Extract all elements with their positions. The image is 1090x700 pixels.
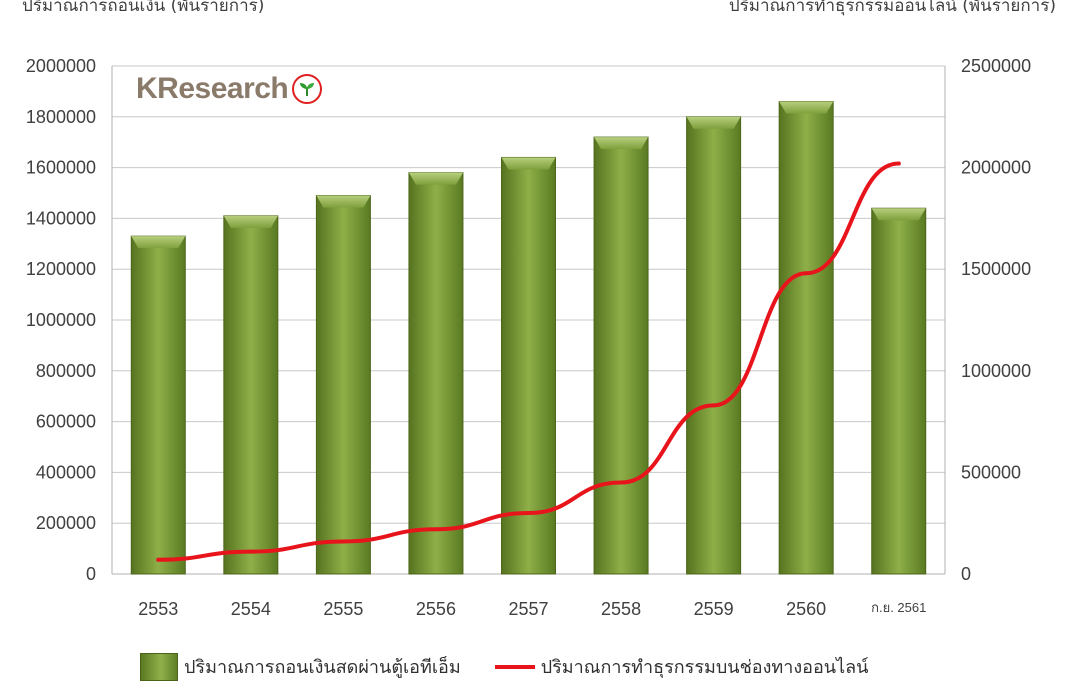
legend-line-label: ปริมาณการทำธุรกรรมบนช่องทางออนไลน์ bbox=[540, 657, 869, 678]
x-tick-label-1: 2554 bbox=[231, 599, 271, 619]
bar-cap-0 bbox=[131, 236, 186, 249]
x-tick-label-3: 2556 bbox=[416, 599, 456, 619]
legend-bar-swatch bbox=[140, 652, 178, 681]
kresearch-logo: KResearch bbox=[136, 72, 323, 106]
right-axis-title: ปริมาณการทำธุรกรรมออนไลน์ (พันรายการ) bbox=[728, 0, 1056, 16]
bar-cap-5 bbox=[594, 137, 649, 150]
x-tick-label-0: 2553 bbox=[138, 599, 178, 619]
bar-2 bbox=[315, 195, 371, 575]
x-tick-label-4: 2557 bbox=[508, 599, 548, 619]
bar-7 bbox=[778, 101, 834, 575]
left-tick-label-1: 1800000 bbox=[26, 107, 96, 127]
right-tick-label-2: 1500000 bbox=[961, 259, 1031, 279]
right-tick-label-1: 2000000 bbox=[961, 158, 1031, 178]
x-tick-label-8: ก.ย. 2561 bbox=[871, 600, 926, 615]
x-tick-label-2: 2555 bbox=[323, 599, 363, 619]
bar-3 bbox=[408, 172, 464, 575]
x-tick-label-7: 2560 bbox=[786, 599, 826, 619]
legend-bar-label: ปริมาณการถอนเงินสดผ่านตู้เอทีเอ็ม bbox=[184, 657, 461, 678]
line-point-8 bbox=[896, 161, 901, 166]
bar-cap-1 bbox=[223, 215, 278, 228]
left-tick-label-10: 0 bbox=[86, 564, 96, 584]
bar-cap-7 bbox=[779, 101, 834, 114]
right-tick-label-5: 0 bbox=[961, 564, 971, 584]
line-point-3 bbox=[433, 527, 438, 532]
line-point-4 bbox=[526, 511, 531, 516]
right-tick-label-4: 500000 bbox=[961, 462, 1021, 482]
online-line-series bbox=[156, 161, 901, 562]
line-point-2 bbox=[341, 539, 346, 544]
leaf-icon bbox=[292, 74, 323, 104]
bar-cap-6 bbox=[686, 116, 741, 129]
legend-item-atm: ปริมาณการถอนเงินสดผ่านตู้เอทีเอ็ม bbox=[140, 652, 461, 681]
bar-5 bbox=[593, 136, 649, 575]
legend-item-online: ปริมาณการทำธุรกรรมบนช่องทางออนไลน์ bbox=[494, 652, 869, 681]
left-tick-label-5: 1000000 bbox=[26, 310, 96, 330]
line-point-1 bbox=[248, 549, 253, 554]
left-tick-label-3: 1400000 bbox=[26, 208, 96, 228]
line-point-6 bbox=[711, 403, 716, 408]
legend-line-swatch bbox=[494, 664, 535, 669]
line-point-7 bbox=[804, 271, 809, 276]
left-axis-title: ปริมาณการถอนเงิน (พันรายการ) bbox=[22, 0, 265, 16]
bar-8 bbox=[871, 207, 927, 575]
left-tick-label-2: 1600000 bbox=[26, 158, 96, 178]
bar-0 bbox=[130, 235, 186, 575]
left-tick-label-6: 800000 bbox=[36, 361, 96, 381]
bar-1 bbox=[223, 215, 279, 575]
left-tick-label-7: 600000 bbox=[36, 412, 96, 432]
left-tick-label-4: 1200000 bbox=[26, 259, 96, 279]
line-point-0 bbox=[156, 557, 161, 562]
bar-cap-8 bbox=[871, 208, 926, 221]
left-tick-label-8: 400000 bbox=[36, 462, 96, 482]
chart-legend: ปริมาณการถอนเงินสดผ่านตู้เอทีเอ็ม ปริมาณ… bbox=[140, 652, 868, 681]
bar-cap-4 bbox=[501, 157, 556, 170]
logo-text: KResearch bbox=[136, 72, 289, 105]
bar-4 bbox=[501, 156, 556, 575]
right-tick-label-3: 1000000 bbox=[961, 361, 1031, 381]
bar-cap-3 bbox=[408, 172, 463, 185]
combo-chart: 2000000180000016000001400000120000010000… bbox=[26, 56, 1031, 619]
bar-cap-2 bbox=[316, 195, 371, 208]
left-tick-label-0: 2000000 bbox=[26, 56, 96, 76]
bar-6 bbox=[686, 116, 742, 575]
x-tick-label-6: 2559 bbox=[694, 599, 734, 619]
left-tick-label-9: 200000 bbox=[36, 513, 96, 533]
right-tick-label-0: 2500000 bbox=[961, 56, 1031, 76]
line-point-5 bbox=[619, 480, 624, 485]
x-tick-label-5: 2558 bbox=[601, 599, 641, 619]
